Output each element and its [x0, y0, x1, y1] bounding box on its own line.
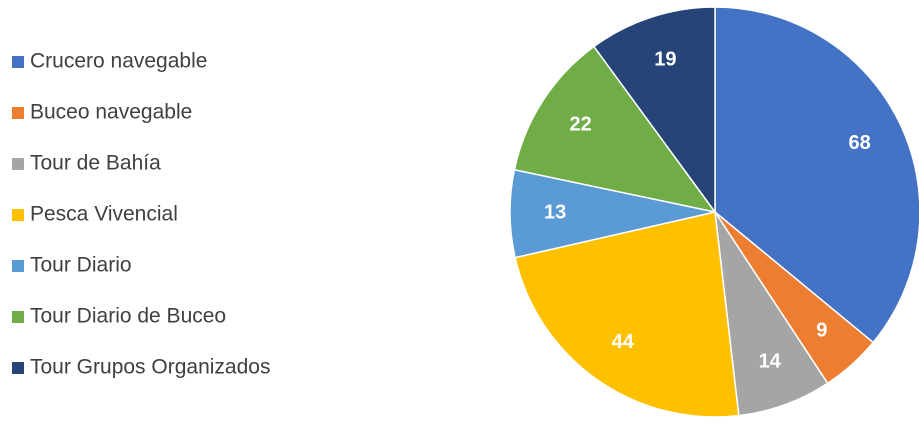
- legend-swatch: [12, 56, 24, 68]
- legend-label: Pesca Vivencial: [30, 203, 178, 226]
- legend-label: Buceo navegable: [30, 101, 192, 124]
- data-label: 68: [849, 132, 871, 154]
- legend-label: Tour Diario: [30, 254, 132, 277]
- pie-slice: [592, 6, 716, 215]
- legend-swatch: [12, 311, 24, 323]
- legend-swatch: [12, 362, 24, 374]
- legend-swatch: [12, 107, 24, 119]
- legend-swatch: [12, 158, 24, 170]
- data-label: 19: [654, 48, 676, 70]
- legend-swatch: [12, 209, 24, 221]
- data-label: 14: [759, 351, 782, 373]
- legend-label: Crucero navegable: [30, 50, 207, 73]
- legend-label: Tour Grupos Organizados: [30, 356, 270, 379]
- legend-swatch: [12, 260, 24, 272]
- legend-label: Tour de Bahía: [30, 152, 161, 175]
- pie-slice: [514, 211, 740, 418]
- data-label: 13: [544, 202, 566, 224]
- pie-slice: [714, 6, 919, 344]
- legend-label: Tour Diario de Buceo: [30, 305, 226, 328]
- data-label: 9: [816, 319, 827, 341]
- data-label: 44: [612, 331, 635, 353]
- pie-slice: [513, 45, 717, 214]
- data-label: 22: [570, 114, 592, 136]
